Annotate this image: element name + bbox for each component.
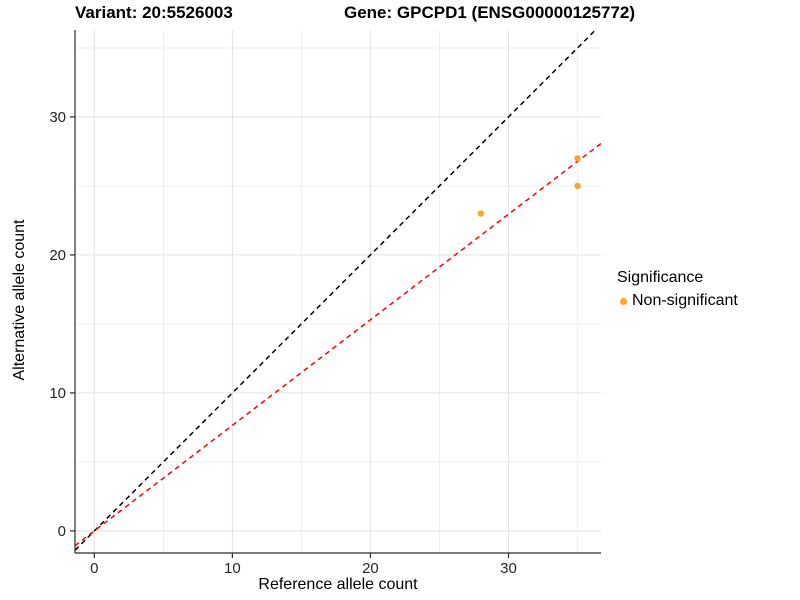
x-tick-label: 0 xyxy=(90,560,98,577)
y-tick-label: 10 xyxy=(49,385,66,402)
y-axis-title: Alternative allele count xyxy=(11,219,28,381)
y-tick-label: 20 xyxy=(49,247,66,264)
y-tick-label: 0 xyxy=(58,523,66,540)
legend-item-non-significant: Non-significant xyxy=(620,292,738,310)
plot-title-variant: Variant: 20:5526003 xyxy=(75,3,233,22)
x-tick-label: 30 xyxy=(500,560,517,577)
allelic-ratio-fit-line xyxy=(75,142,601,547)
legend: Significance Non-significant xyxy=(617,269,738,310)
identity-line xyxy=(75,30,597,551)
legend-title: Significance xyxy=(617,269,704,286)
x-tick-label: 10 xyxy=(224,560,241,577)
x-axis-title: Reference allele count xyxy=(258,576,418,593)
data-point xyxy=(574,182,581,190)
legend-point-marker-icon xyxy=(620,297,627,305)
legend-item-label: Non-significant xyxy=(632,292,738,309)
x-tick-label: 20 xyxy=(362,560,379,577)
plot-title-gene: Gene: GPCPD1 (ENSG00000125772) xyxy=(344,3,636,22)
y-tick-label: 30 xyxy=(49,109,66,126)
data-point xyxy=(574,155,581,162)
data-point xyxy=(477,210,485,217)
